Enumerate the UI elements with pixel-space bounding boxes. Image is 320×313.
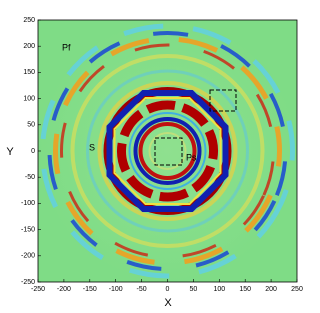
- x-tick-label: 100: [213, 286, 225, 293]
- x-tick-label: 50: [190, 286, 198, 293]
- y-tick-label: -100: [21, 200, 35, 207]
- x-axis-label: X: [164, 297, 172, 309]
- x-tick-label: 0: [166, 286, 170, 293]
- y-tick-label: -50: [25, 174, 35, 181]
- x-tick-label: -100: [109, 286, 123, 293]
- annotation: S: [89, 142, 95, 152]
- x-tick-label: -150: [83, 286, 97, 293]
- wavefield: [38, 20, 297, 282]
- x-tick-label: -250: [31, 286, 45, 293]
- zoom-box: [209, 89, 237, 112]
- y-tick-label: -200: [21, 253, 35, 260]
- x-tick-label: 250: [291, 286, 303, 293]
- y-tick-label: -250: [21, 279, 35, 286]
- y-tick-label: 150: [23, 69, 35, 76]
- chart: Pf S Ps X Y -250 -200 -150 -100 -50 0 50 100 150…: [6, 17, 303, 309]
- x-tick-label: -50: [137, 286, 147, 293]
- annotation: Pf: [62, 42, 71, 52]
- y-tick-label: -150: [21, 226, 35, 233]
- x-tick-label: 200: [265, 286, 277, 293]
- y-axis-label: Y: [6, 146, 14, 158]
- y-tick-label: 0: [31, 148, 35, 155]
- y-tick-label: 100: [23, 95, 35, 102]
- zoom-box: [154, 137, 183, 166]
- y-tick-label: 200: [23, 43, 35, 50]
- x-tick-label: -200: [57, 286, 71, 293]
- y-tick-label: 250: [23, 17, 35, 24]
- y-tick-label: 50: [27, 122, 35, 129]
- x-tick-label: 150: [239, 286, 251, 293]
- annotation: Ps: [186, 152, 197, 162]
